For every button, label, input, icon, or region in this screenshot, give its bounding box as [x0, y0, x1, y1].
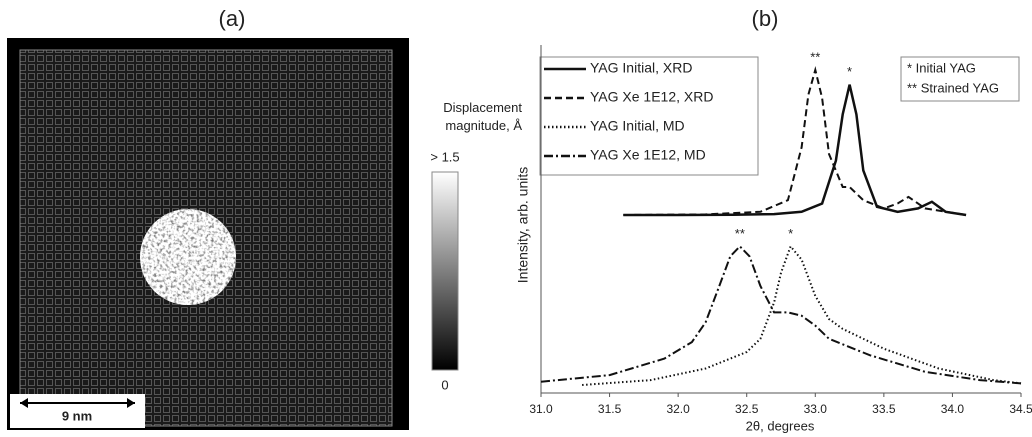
- x-tick-label: 32.5: [735, 402, 759, 416]
- legend-label: YAG Initial, XRD: [590, 60, 692, 76]
- legend-label: YAG Xe 1E12, MD: [590, 147, 706, 163]
- x-tick-label: 34.0: [941, 402, 965, 416]
- peak-label: **: [735, 226, 745, 241]
- y-axis-label: Intensity, arb. units: [515, 167, 531, 283]
- peak-label: *: [788, 226, 793, 241]
- marker-legend-box: [900, 56, 1020, 102]
- colorbar-max: > 1.5: [430, 149, 459, 164]
- damaged-texture: [140, 209, 236, 305]
- x-tick-label: 31.5: [598, 402, 622, 416]
- x-axis-label: 2θ, degrees: [746, 418, 815, 433]
- peak-label: **: [810, 49, 820, 64]
- line-series: [582, 244, 1022, 386]
- scale-bar-label: 9 nm: [62, 408, 92, 423]
- colorbar-min: 0: [441, 377, 448, 392]
- peak-label: *: [847, 64, 852, 79]
- panel-label: (a): [219, 6, 246, 31]
- marker-legend-label: ** Strained YAG: [907, 80, 999, 95]
- colorbar-title: Displacement magnitude, Å: [443, 100, 522, 133]
- x-tick-label: 33.0: [804, 402, 828, 416]
- legend-label: YAG Initial, MD: [590, 118, 685, 134]
- marker-legend-label: * Initial YAG: [907, 60, 976, 75]
- line-series: [540, 244, 1022, 385]
- x-tick-label: 33.5: [872, 402, 896, 416]
- x-tick-label: 31.0: [529, 402, 553, 416]
- scale-bar-box: [10, 394, 145, 428]
- x-tick-label: 32.0: [666, 402, 690, 416]
- x-tick-label: 34.5: [1009, 402, 1032, 416]
- line-series: [623, 84, 967, 217]
- legend-box: [539, 56, 759, 176]
- panel-label: (b): [752, 6, 779, 31]
- colorbar: [431, 171, 459, 371]
- legend-label: YAG Xe 1E12, XRD: [590, 89, 713, 105]
- line-series: [623, 65, 967, 216]
